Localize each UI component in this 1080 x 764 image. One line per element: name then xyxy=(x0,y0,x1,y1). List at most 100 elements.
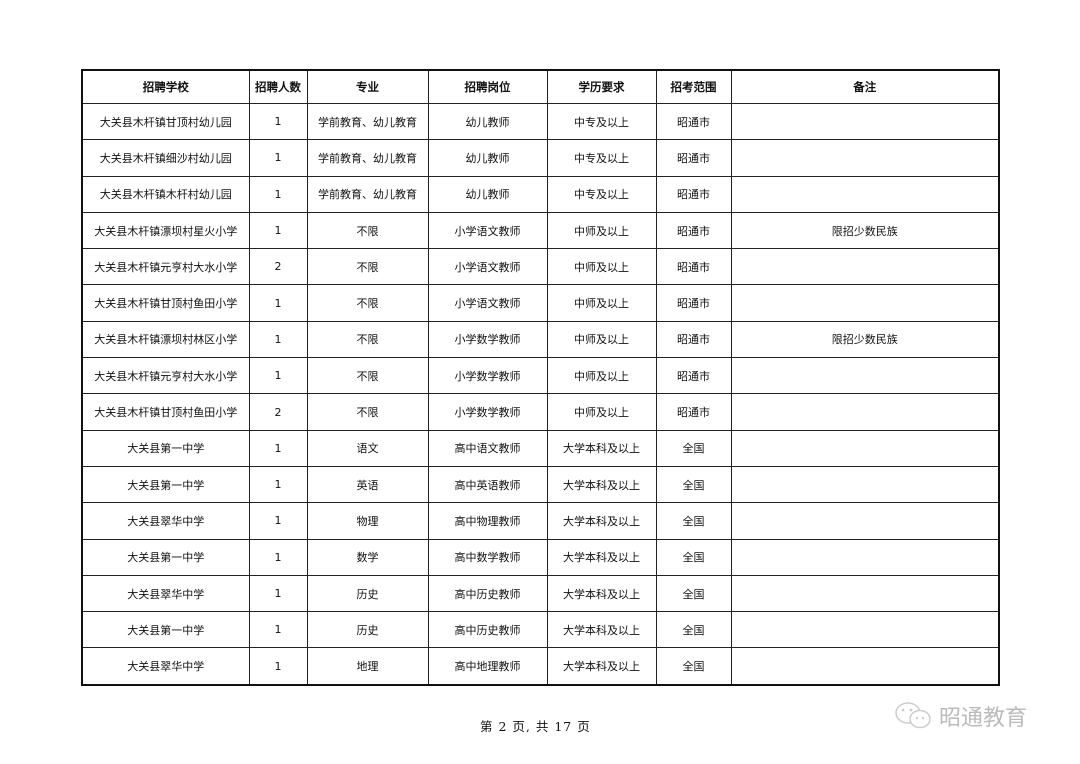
wechat-icon xyxy=(895,702,931,729)
table-cell: 昭通市 xyxy=(655,211,732,250)
table-cell: 全国 xyxy=(655,574,732,613)
table-cell: 小学语文教师 xyxy=(427,284,548,322)
table-cell: 全国 xyxy=(655,538,732,576)
table-cell: 大关县翠华中学 xyxy=(81,574,250,613)
table-cell: 2 xyxy=(248,248,308,286)
table-cell: 小学数学教师 xyxy=(427,393,548,431)
table-cell: 大关县木杆镇元亨村大水小学 xyxy=(81,357,250,395)
table-cell xyxy=(730,139,1000,177)
table-cell: 高中英语教师 xyxy=(427,465,548,504)
table-cell: 全国 xyxy=(655,611,732,649)
table-cell xyxy=(730,102,1000,141)
table-cell xyxy=(730,647,1000,686)
table-cell: 中师及以上 xyxy=(546,248,657,286)
table-cell: 小学语文教师 xyxy=(427,248,548,286)
table-cell: 不限 xyxy=(306,320,429,359)
column-header: 学历要求 xyxy=(546,69,657,104)
table-cell: 小学数学教师 xyxy=(427,357,548,395)
column-header: 备注 xyxy=(730,69,1000,104)
table-cell: 昭通市 xyxy=(655,393,732,431)
table-cell: 1 xyxy=(248,211,308,250)
column-header: 招聘人数 xyxy=(248,69,308,104)
table-row: 大关县翠华中学 1 历史 高中历史教师 大学本科及以上 全国 xyxy=(81,574,1000,613)
table-row: 大关县第一中学 1 历史 高中历史教师 大学本科及以上 全国 xyxy=(81,611,1000,649)
table-cell xyxy=(730,175,1000,213)
column-header: 招考范围 xyxy=(655,69,732,104)
watermark-text: 昭通教育 xyxy=(939,706,1028,731)
table-cell: 小学数学教师 xyxy=(427,320,548,359)
table-row: 大关县木杆镇甘顶村鱼田小学 1 不限 小学语文教师 中师及以上 昭通市 xyxy=(81,284,1000,322)
table-cell: 大学本科及以上 xyxy=(546,502,657,540)
table-cell: 学前教育、幼儿教育 xyxy=(306,102,429,141)
table-cell: 不限 xyxy=(306,284,429,322)
table-cell: 高中语文教师 xyxy=(427,429,548,467)
table-cell: 限招少数民族 xyxy=(730,320,1000,359)
table-cell: 历史 xyxy=(306,611,429,649)
table-cell: 大学本科及以上 xyxy=(546,611,657,649)
table-cell: 1 xyxy=(248,502,308,540)
table-cell: 2 xyxy=(248,393,308,431)
table-cell: 学前教育、幼儿教育 xyxy=(306,175,429,213)
table-cell: 大关县木杆镇细沙村幼儿园 xyxy=(81,139,250,177)
table-row: 大关县木杆镇漂坝村星火小学 1 不限 小学语文教师 中师及以上 昭通市 限招少数民族 xyxy=(81,211,1000,250)
table-cell: 1 xyxy=(248,429,308,467)
table-cell: 1 xyxy=(248,175,308,213)
table-cell: 不限 xyxy=(306,357,429,395)
table-cell xyxy=(730,429,1000,467)
table-cell xyxy=(730,611,1000,649)
page-number: 第 2 页, 共 17 页 xyxy=(480,719,591,734)
table-cell xyxy=(730,357,1000,395)
table-cell: 中师及以上 xyxy=(546,357,657,395)
table-cell: 历史 xyxy=(306,574,429,613)
table-cell: 全国 xyxy=(655,502,732,540)
table-cell: 全国 xyxy=(655,429,732,467)
table-cell: 全国 xyxy=(655,647,732,686)
table-row: 大关县翠华中学 1 地理 高中地理教师 大学本科及以上 全国 xyxy=(81,647,1000,686)
table-cell: 大关县翠华中学 xyxy=(81,647,250,686)
table-row: 大关县木杆镇元亨村大水小学 2 不限 小学语文教师 中师及以上 昭通市 xyxy=(81,248,1000,286)
table-cell: 中师及以上 xyxy=(546,211,657,250)
table-cell: 昭通市 xyxy=(655,175,732,213)
table-cell: 中师及以上 xyxy=(546,320,657,359)
table-cell: 幼儿教师 xyxy=(427,175,548,213)
table-cell: 地理 xyxy=(306,647,429,686)
table-cell xyxy=(730,284,1000,322)
table-cell: 中师及以上 xyxy=(546,284,657,322)
table-cell: 数学 xyxy=(306,538,429,576)
column-header: 招聘岗位 xyxy=(427,69,548,104)
table-cell xyxy=(730,465,1000,504)
table-cell: 大关县翠华中学 xyxy=(81,502,250,540)
table-cell: 大关县木杆镇漂坝村林区小学 xyxy=(81,320,250,359)
table-cell: 中专及以上 xyxy=(546,102,657,141)
table-cell: 高中地理教师 xyxy=(427,647,548,686)
table-cell: 不限 xyxy=(306,248,429,286)
table-cell: 昭通市 xyxy=(655,102,732,141)
table-cell: 幼儿教师 xyxy=(427,102,548,141)
table-cell: 大关县第一中学 xyxy=(81,465,250,504)
table-cell: 大关县木杆镇甘顶村幼儿园 xyxy=(81,102,250,141)
table-cell xyxy=(730,502,1000,540)
table-cell: 全国 xyxy=(655,465,732,504)
table-row: 大关县木杆镇甘顶村幼儿园 1 学前教育、幼儿教育 幼儿教师 中专及以上 昭通市 xyxy=(81,102,1000,141)
table-cell: 1 xyxy=(248,465,308,504)
table-cell: 大关县木杆镇甘顶村鱼田小学 xyxy=(81,393,250,431)
table-cell: 1 xyxy=(248,284,308,322)
table-cell: 大学本科及以上 xyxy=(546,647,657,686)
table-cell: 昭通市 xyxy=(655,320,732,359)
table-row: 大关县木杆镇甘顶村鱼田小学 2 不限 小学数学教师 中师及以上 昭通市 xyxy=(81,393,1000,431)
table-cell: 大关县木杆镇漂坝村星火小学 xyxy=(81,211,250,250)
table-cell: 1 xyxy=(248,357,308,395)
table-cell: 高中物理教师 xyxy=(427,502,548,540)
table-cell: 中师及以上 xyxy=(546,393,657,431)
table-row: 大关县第一中学 1 语文 高中语文教师 大学本科及以上 全国 xyxy=(81,429,1000,467)
table-cell: 小学语文教师 xyxy=(427,211,548,250)
table-cell xyxy=(730,574,1000,613)
table-cell: 大学本科及以上 xyxy=(546,429,657,467)
table-cell: 高中历史教师 xyxy=(427,574,548,613)
table-cell: 大关县木杆镇甘顶村鱼田小学 xyxy=(81,284,250,322)
table-cell: 大关县第一中学 xyxy=(81,611,250,649)
table-cell: 大学本科及以上 xyxy=(546,574,657,613)
table-cell: 昭通市 xyxy=(655,284,732,322)
column-header: 招聘学校 xyxy=(81,69,250,104)
table-cell: 物理 xyxy=(306,502,429,540)
